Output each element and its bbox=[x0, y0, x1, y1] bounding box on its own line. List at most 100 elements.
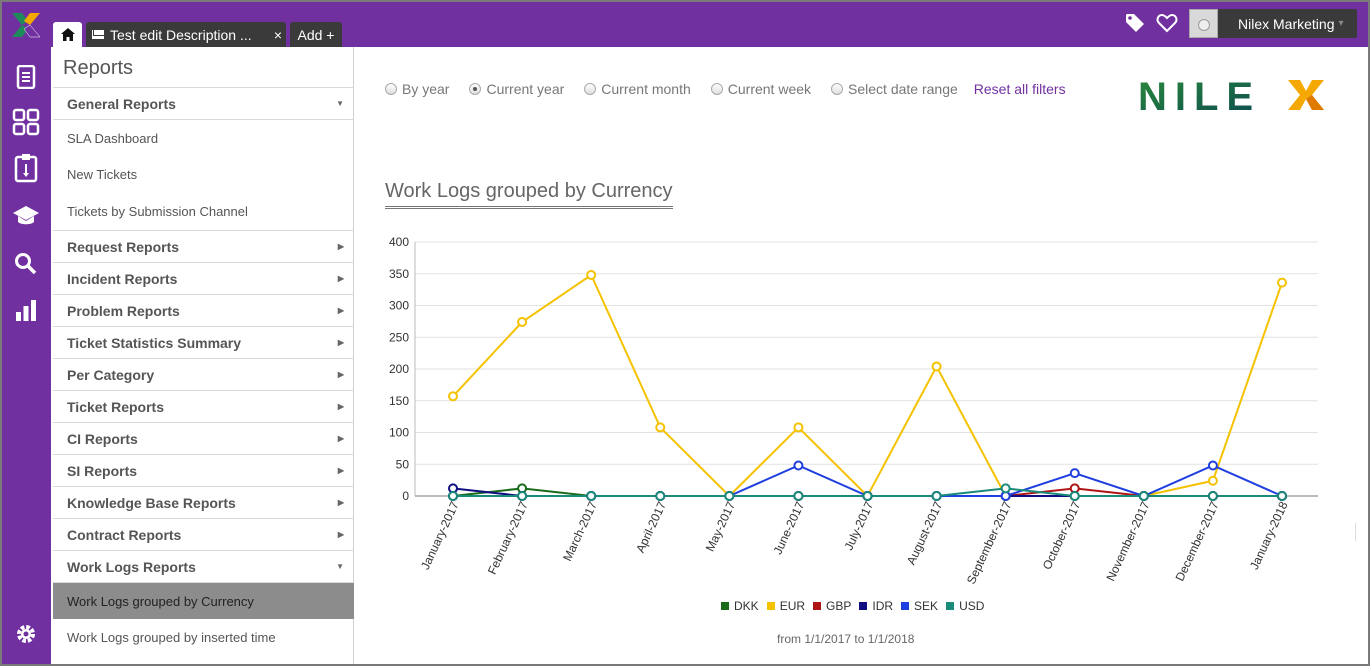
data-point-usd bbox=[1207, 491, 1218, 501]
chevron-down-icon: ▼ bbox=[336, 562, 344, 571]
section-label: SI Reports bbox=[67, 462, 138, 479]
chevron-right-icon: ▶ bbox=[337, 242, 344, 251]
graduation-cap-icon[interactable] bbox=[12, 201, 40, 229]
sidebar-section-ticket-statistics-summary[interactable]: Ticket Statistics Summary ▶ bbox=[53, 326, 354, 358]
radio-button[interactable] bbox=[831, 83, 844, 95]
legend-swatch bbox=[813, 602, 822, 610]
x-tick-label: February-2017 bbox=[485, 499, 531, 577]
chevron-right-icon: ▶ bbox=[337, 274, 344, 283]
filter-by-year[interactable]: By year bbox=[385, 81, 449, 97]
tab-home[interactable] bbox=[53, 22, 82, 47]
series-line-eur bbox=[452, 273, 1283, 498]
chart-legend: DKK EUR GBP IDR SEK USD bbox=[721, 599, 992, 613]
legend-item-dkk[interactable]: DKK bbox=[721, 599, 759, 613]
data-point-eur bbox=[793, 422, 804, 433]
legend-swatch bbox=[721, 602, 729, 610]
x-tick-label: May-2017 bbox=[703, 499, 738, 554]
app-logo-icon[interactable] bbox=[10, 11, 42, 39]
svg-text:NILE: NILE bbox=[1138, 77, 1261, 113]
radio-button[interactable] bbox=[584, 83, 597, 95]
sidebar-item-sla-dashboard[interactable]: SLA Dashboard bbox=[53, 119, 354, 156]
radio-button[interactable] bbox=[710, 83, 723, 95]
filter-current-month[interactable]: Current month bbox=[584, 81, 691, 97]
avatar bbox=[1189, 9, 1218, 38]
section-label: Incident Reports bbox=[67, 270, 178, 287]
legend-item-usd[interactable]: USD bbox=[946, 599, 984, 613]
clipboard-icon[interactable] bbox=[12, 154, 40, 183]
sidebar-item-work-logs-by-currency[interactable]: Work Logs grouped by Currency bbox=[53, 582, 354, 619]
mail-icon bbox=[92, 30, 104, 39]
legend-swatch bbox=[766, 602, 775, 610]
data-point-usd bbox=[862, 491, 873, 501]
legend-label: IDR bbox=[872, 599, 894, 613]
sidebar-section-request-reports[interactable]: Request Reports ▶ bbox=[53, 230, 354, 262]
sidebar-section-general-reports[interactable]: General Reports ▼ bbox=[53, 87, 354, 119]
chevron-right-icon: ▶ bbox=[337, 434, 344, 443]
chevron-right-icon: ▶ bbox=[337, 402, 344, 411]
user-menu[interactable]: Nilex Marketing ▾ bbox=[1189, 9, 1357, 38]
data-point-usd bbox=[1069, 491, 1080, 501]
section-label: Problem Reports bbox=[67, 302, 180, 319]
sidebar-section-ci-reports[interactable]: CI Reports ▶ bbox=[53, 422, 354, 454]
sidebar-item-work-logs-by-inserted-time[interactable]: Work Logs grouped by inserted time bbox=[67, 630, 276, 645]
heart-icon[interactable] bbox=[1156, 12, 1178, 34]
data-point-usd bbox=[586, 491, 597, 501]
sidebar-item-new-tickets[interactable]: New Tickets bbox=[67, 167, 138, 182]
filter-select-date-range[interactable]: Select date range bbox=[831, 81, 958, 97]
filter-current-year[interactable]: Current year bbox=[469, 81, 564, 97]
chevron-right-icon: ▶ bbox=[337, 498, 344, 507]
sidebar-section-si-reports[interactable]: SI Reports ▶ bbox=[53, 454, 354, 486]
section-label: CI Reports bbox=[67, 430, 138, 447]
document-icon[interactable] bbox=[12, 63, 40, 91]
data-point-usd bbox=[1277, 491, 1287, 501]
sidebar-section-knowledge-base-reports[interactable]: Knowledge Base Reports ▶ bbox=[53, 486, 354, 518]
data-point-usd bbox=[1000, 483, 1011, 494]
legend-item-eur[interactable]: EUR bbox=[766, 599, 805, 613]
legend-label: USD bbox=[959, 599, 985, 613]
filter-current-week[interactable]: Current week bbox=[710, 81, 811, 97]
section-label: Knowledge Base Reports bbox=[67, 494, 236, 511]
tab-ticket[interactable]: Test edit Description ... × bbox=[86, 22, 286, 47]
legend-label: GBP bbox=[826, 599, 852, 613]
bar-chart-icon[interactable] bbox=[12, 296, 40, 324]
legend-item-idr[interactable]: IDR bbox=[859, 599, 893, 613]
sidebar-item-tickets-by-submission-channel[interactable]: Tickets by Submission Channel bbox=[67, 204, 248, 219]
search-icon[interactable] bbox=[12, 250, 40, 278]
x-tick-label: November-2017 bbox=[1103, 499, 1152, 583]
top-bar: Test edit Description ... × Add + Nilex … bbox=[2, 2, 1368, 47]
chevron-right-icon: ▶ bbox=[337, 466, 344, 475]
top-icons bbox=[1124, 12, 1178, 34]
sidebar-section-incident-reports[interactable]: Incident Reports ▶ bbox=[53, 262, 354, 294]
grid-icon[interactable] bbox=[12, 108, 40, 136]
reset-filters-link[interactable]: Reset all filters bbox=[973, 81, 1066, 97]
tab-add-button[interactable]: Add + bbox=[290, 22, 342, 47]
sidebar-section-per-category[interactable]: Per Category ▶ bbox=[53, 358, 354, 390]
legend-item-sek[interactable]: SEK bbox=[901, 599, 938, 613]
section-label: Ticket Statistics Summary bbox=[67, 334, 242, 351]
date-range-text: from 1/1/2017 to 1/1/2018 bbox=[777, 632, 915, 646]
filter-label: Current month bbox=[601, 81, 691, 97]
radio-button[interactable] bbox=[469, 83, 482, 95]
chart-title: Work Logs grouped by Currency bbox=[385, 180, 673, 209]
work-logs-line-chart: 0 50 100 150 200 250 300 350 400 January-2017 Febr… bbox=[389, 235, 1318, 586]
tag-icon[interactable] bbox=[1124, 12, 1146, 34]
legend-item-gbp[interactable]: GBP bbox=[813, 599, 851, 613]
chevron-down-icon: ▾ bbox=[1338, 18, 1344, 29]
close-icon[interactable]: × bbox=[273, 26, 283, 43]
sidebar-title: Reports bbox=[63, 57, 134, 79]
x-tick-label: September-2017 bbox=[964, 499, 1015, 586]
sidebar-section-contract-reports[interactable]: Contract Reports ▶ bbox=[53, 518, 354, 550]
data-point-usd bbox=[724, 491, 735, 501]
y-tick-label: 350 bbox=[389, 267, 409, 281]
left-rail bbox=[2, 47, 51, 664]
filter-label: Select date range bbox=[848, 81, 958, 97]
sidebar-section-ticket-reports[interactable]: Ticket Reports ▶ bbox=[53, 390, 354, 422]
radio-button[interactable] bbox=[385, 83, 397, 95]
sidebar-section-work-logs-reports[interactable]: Work Logs Reports ▼ bbox=[53, 550, 354, 582]
legend-label: DKK bbox=[734, 599, 759, 613]
data-point-sek bbox=[793, 460, 804, 471]
sidebar-section-problem-reports[interactable]: Problem Reports ▶ bbox=[53, 294, 354, 326]
gear-icon[interactable] bbox=[12, 620, 40, 648]
chevron-right-icon: ▶ bbox=[337, 306, 344, 315]
